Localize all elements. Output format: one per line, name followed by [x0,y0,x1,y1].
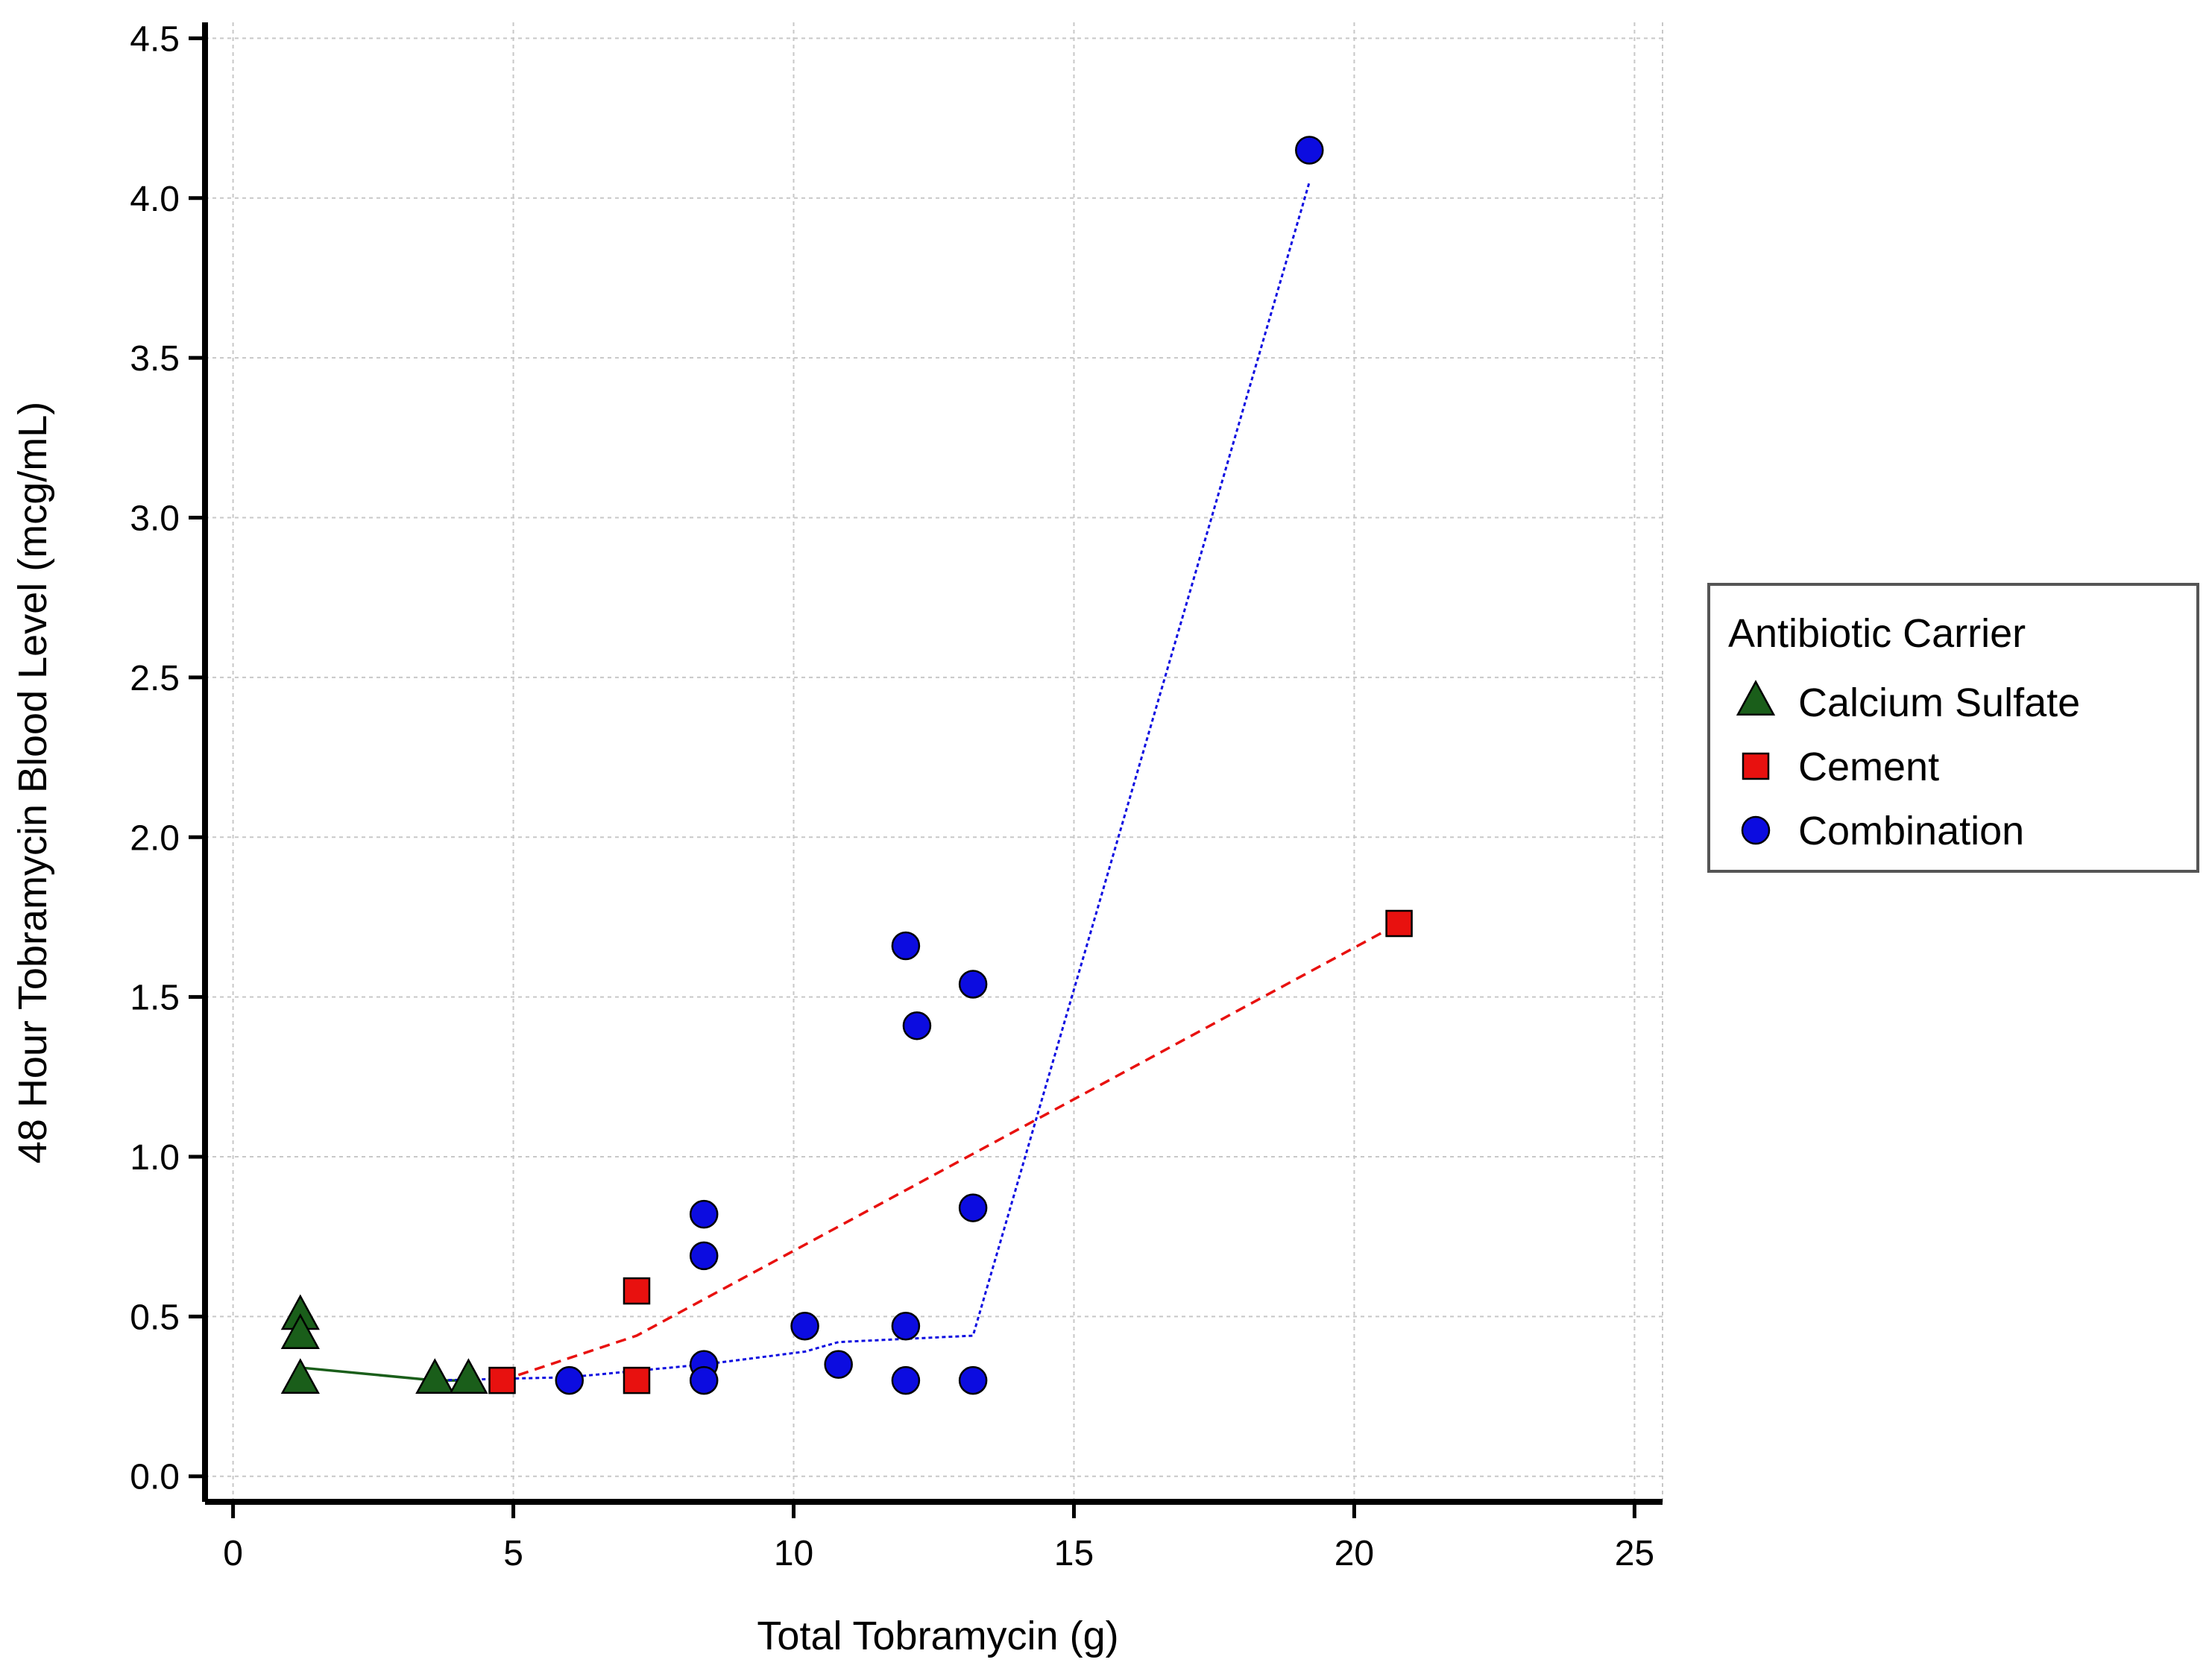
legend-title: Antibiotic Carrier [1728,611,2026,656]
x-tick-label: 15 [1054,1534,1094,1573]
cement-point [1385,909,1413,938]
x-tick-label: 5 [503,1534,523,1573]
y-tick-label: 2.5 [130,659,180,698]
cement-point [488,1366,516,1395]
calcium-sulfate-point [449,1358,488,1395]
trend-lines [300,181,1400,1382]
y-tick-label: 1.0 [130,1138,180,1178]
y-tick-label: 2.0 [130,818,180,858]
y-axis-title: 48 Hour Tobramycin Blood Level (mcg/mL) [10,402,55,1163]
calcium-sulfate-point [280,1358,320,1395]
combination-point [689,1199,719,1229]
y-tick-label: 0.0 [130,1458,180,1497]
combination-point [958,1365,988,1395]
combination-point [689,1241,719,1271]
y-tick-label: 3.5 [130,339,180,379]
x-tick-label: 10 [774,1534,813,1573]
x-tick-label: 0 [223,1534,243,1573]
combination-point [958,970,988,999]
combination-point [891,1365,921,1395]
combination-point [555,1365,584,1395]
combination-point [1295,136,1324,165]
y-tick-label: 1.5 [130,979,180,1018]
calcium-sulfate-point [415,1358,455,1395]
y-tick-label: 4.5 [130,19,180,59]
legend-cement-swatch [1742,752,1770,780]
combination-trend-line [435,181,1311,1382]
combination-point [958,1193,988,1222]
cement-trend-line [501,922,1400,1382]
cement-point [623,1366,651,1395]
x-tick-label: 20 [1335,1534,1374,1573]
legend-calcium-sulfate-swatch [1736,680,1776,716]
legend-calcium-sulfate-label: Calcium Sulfate [1798,680,2080,725]
x-axis-title: Total Tobramycin (g) [757,1614,1118,1658]
legend: Antibiotic Carrier Calcium Sulfate Cement… [1707,583,2199,873]
y-tick-label: 0.5 [130,1298,180,1337]
data-points [280,136,1413,1395]
cement-point [623,1277,651,1305]
axes: 0 5 10 15 20 25 0.0 0.5 1.0 1.5 2.0 2.5 3.0 3.5 4.0 4.5 [130,19,1663,1573]
x-tick-label: 25 [1615,1534,1654,1573]
grid [205,22,1663,1502]
combination-point [902,1011,932,1040]
legend-combination-swatch [1741,815,1771,845]
y-tick-label: 4.0 [130,180,180,219]
combination-point [891,1311,921,1341]
combination-point [891,931,921,961]
legend-combination-label: Combination [1798,809,2024,853]
combination-point [790,1311,819,1341]
legend-box [1707,583,2199,873]
calcium-sulfate-point [280,1313,320,1350]
y-tick-label: 3.0 [130,499,180,539]
combination-point [689,1365,719,1395]
legend-cement-label: Cement [1798,745,1939,789]
combination-point [824,1350,853,1379]
